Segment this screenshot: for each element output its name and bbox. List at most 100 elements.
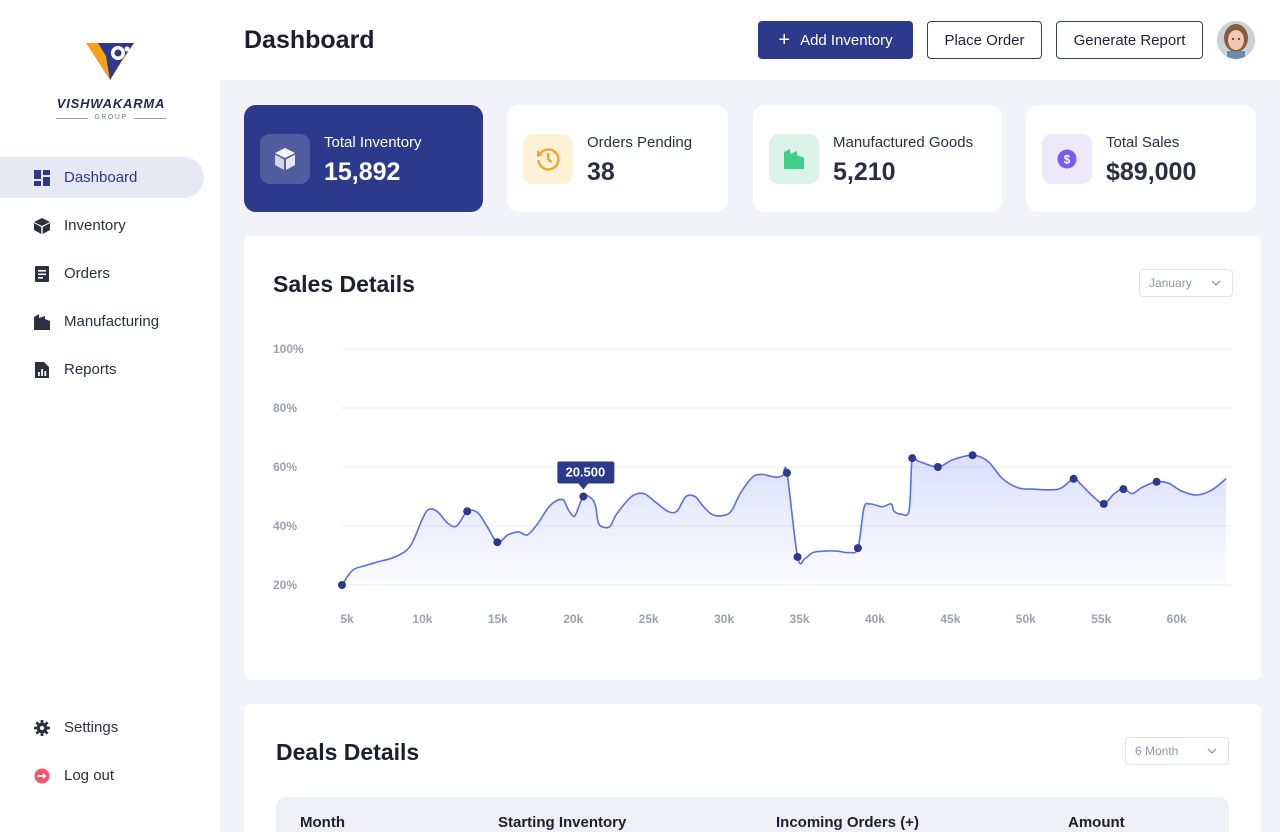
sidebar-item-label: Manufacturing [64,313,160,330]
data-point [1069,474,1078,483]
series-area [342,454,1226,585]
data-point [1152,477,1161,486]
x-tick-label: 15k [488,612,508,626]
deals-period-value: 6 Month [1135,744,1179,758]
deals-details-panel: Deals Details 6 Month Month Starting Inv… [244,704,1261,832]
brand-name: VISHWAKARMA [56,96,166,111]
sales-period-value: January [1149,276,1192,290]
stat-label: Total Sales [1106,134,1180,151]
deals-table-header: Month Starting Inventory Incoming Orders… [276,797,1229,832]
sales-details-title: Sales Details [273,271,415,297]
sidebar-item-settings[interactable]: Settings [0,707,204,748]
add-inventory-label: Add Inventory [800,31,893,49]
sales-chart: 20% 40% 60% 80% 100% 5k 10k 15k 20k 25k 30k 35k 40k 4… [273,342,1232,626]
stat-label: Orders Pending [587,134,693,151]
data-point [1119,485,1128,494]
data-point [933,463,942,471]
deals-period-dropdown[interactable]: 6 Month [1125,737,1229,765]
sales-period-dropdown[interactable]: January [1139,269,1233,297]
stat-label: Manufactured Goods [833,134,974,151]
x-tick-label: 10k [412,612,432,626]
data-point [579,492,588,501]
column-header-amount: Amount [1068,814,1125,831]
sidebar-item-dashboard[interactable]: Dashboard [0,157,204,198]
sales-details-panel: Sales Details January 20% 40% 60% 80% 100% 5k… [244,236,1261,680]
deals-details-title: Deals Details [276,739,420,765]
stat-card-total-sales[interactable]: $ Total Sales $89,000 [1026,105,1256,212]
stat-card-manufactured-goods[interactable]: Manufactured Goods 5,210 [753,105,1002,212]
cube-icon [260,134,310,184]
y-tick-label: 100% [273,342,304,356]
column-header-month: Month [300,814,345,831]
x-tick-label: 50k [1016,612,1036,626]
factory-icon [769,134,819,184]
sidebar-item-manufacturing[interactable]: Manufacturing [0,301,204,342]
data-point [968,451,977,460]
tooltip-box [557,461,615,484]
sidebar-item-label: Dashboard [64,169,138,186]
stat-value: 38 [587,158,615,186]
data-point [1099,499,1108,508]
sidebar-nav: Dashboard Inventory Orders Manufacturing… [0,157,204,397]
data-point [853,544,862,553]
sidebar-bottom-nav: Settings Log out [0,707,204,803]
sidebar-item-label: Inventory [64,217,126,234]
y-tick-label: 60% [273,460,297,474]
box-icon [34,217,50,234]
sidebar-item-logout[interactable]: Log out [0,755,204,796]
x-tick-label: 35k [790,612,810,626]
sidebar-item-reports[interactable]: Reports [0,349,204,390]
brand-subtitle: GROUP [52,114,170,121]
sidebar: VISHWAKARMA GROUP Dashboard Inventory Or… [0,0,220,832]
stat-label: Total Inventory [324,134,422,151]
data-point [783,468,791,477]
gear-icon [34,719,50,736]
clock-history-icon [523,134,573,184]
y-tick-label: 40% [273,519,297,533]
sidebar-item-label: Reports [64,361,117,378]
chevron-down-icon [1207,748,1217,754]
y-tick-label: 80% [273,401,297,415]
data-point [338,581,346,589]
page-title: Dashboard [244,26,375,54]
logo-mark-icon [86,43,134,80]
x-tick-label: 30k [714,612,734,626]
place-order-button[interactable]: Place Order [927,21,1042,59]
tooltip-label: 20.500 [565,465,605,480]
x-tick-label: 40k [865,612,885,626]
top-header: Dashboard + Add Inventory Place Order Ge… [220,0,1280,80]
stat-value: 5,210 [833,158,896,186]
column-header-incoming-orders: Incoming Orders (+) [776,814,919,831]
dollar-icon: $ [1042,134,1092,184]
plus-icon: + [778,29,791,51]
x-tick-label: 45k [940,612,960,626]
x-tick-label: 20k [563,612,583,626]
data-point [793,552,802,561]
add-inventory-button[interactable]: + Add Inventory [758,21,913,59]
document-icon [34,265,50,282]
sidebar-item-label: Log out [64,767,115,784]
column-header-starting-inventory: Starting Inventory [498,814,627,831]
stat-card-total-inventory[interactable]: Total Inventory 15,892 [244,105,483,212]
sidebar-item-label: Orders [64,265,110,282]
x-tick-label: 5k [340,612,354,626]
generate-report-button[interactable]: Generate Report [1056,21,1203,59]
sidebar-item-orders[interactable]: Orders [0,253,204,294]
chevron-down-icon [1211,280,1221,286]
y-tick-label: 20% [273,578,297,592]
x-tick-label: 55k [1091,612,1111,626]
dashboard-icon [34,169,50,186]
stat-card-orders-pending[interactable]: Orders Pending 38 [507,105,728,212]
logout-icon [34,767,50,784]
x-tick-label: 25k [639,612,659,626]
svg-text:$: $ [1064,152,1071,166]
tooltip-pointer [578,483,589,490]
sidebar-item-inventory[interactable]: Inventory [0,205,204,246]
avatar[interactable] [1217,21,1255,59]
brand-logo[interactable]: VISHWAKARMA GROUP [52,40,170,124]
report-icon [34,361,50,378]
data-point [908,454,917,463]
data-point [493,538,502,547]
x-tick-label: 60k [1167,612,1187,626]
sidebar-item-label: Settings [64,719,119,736]
